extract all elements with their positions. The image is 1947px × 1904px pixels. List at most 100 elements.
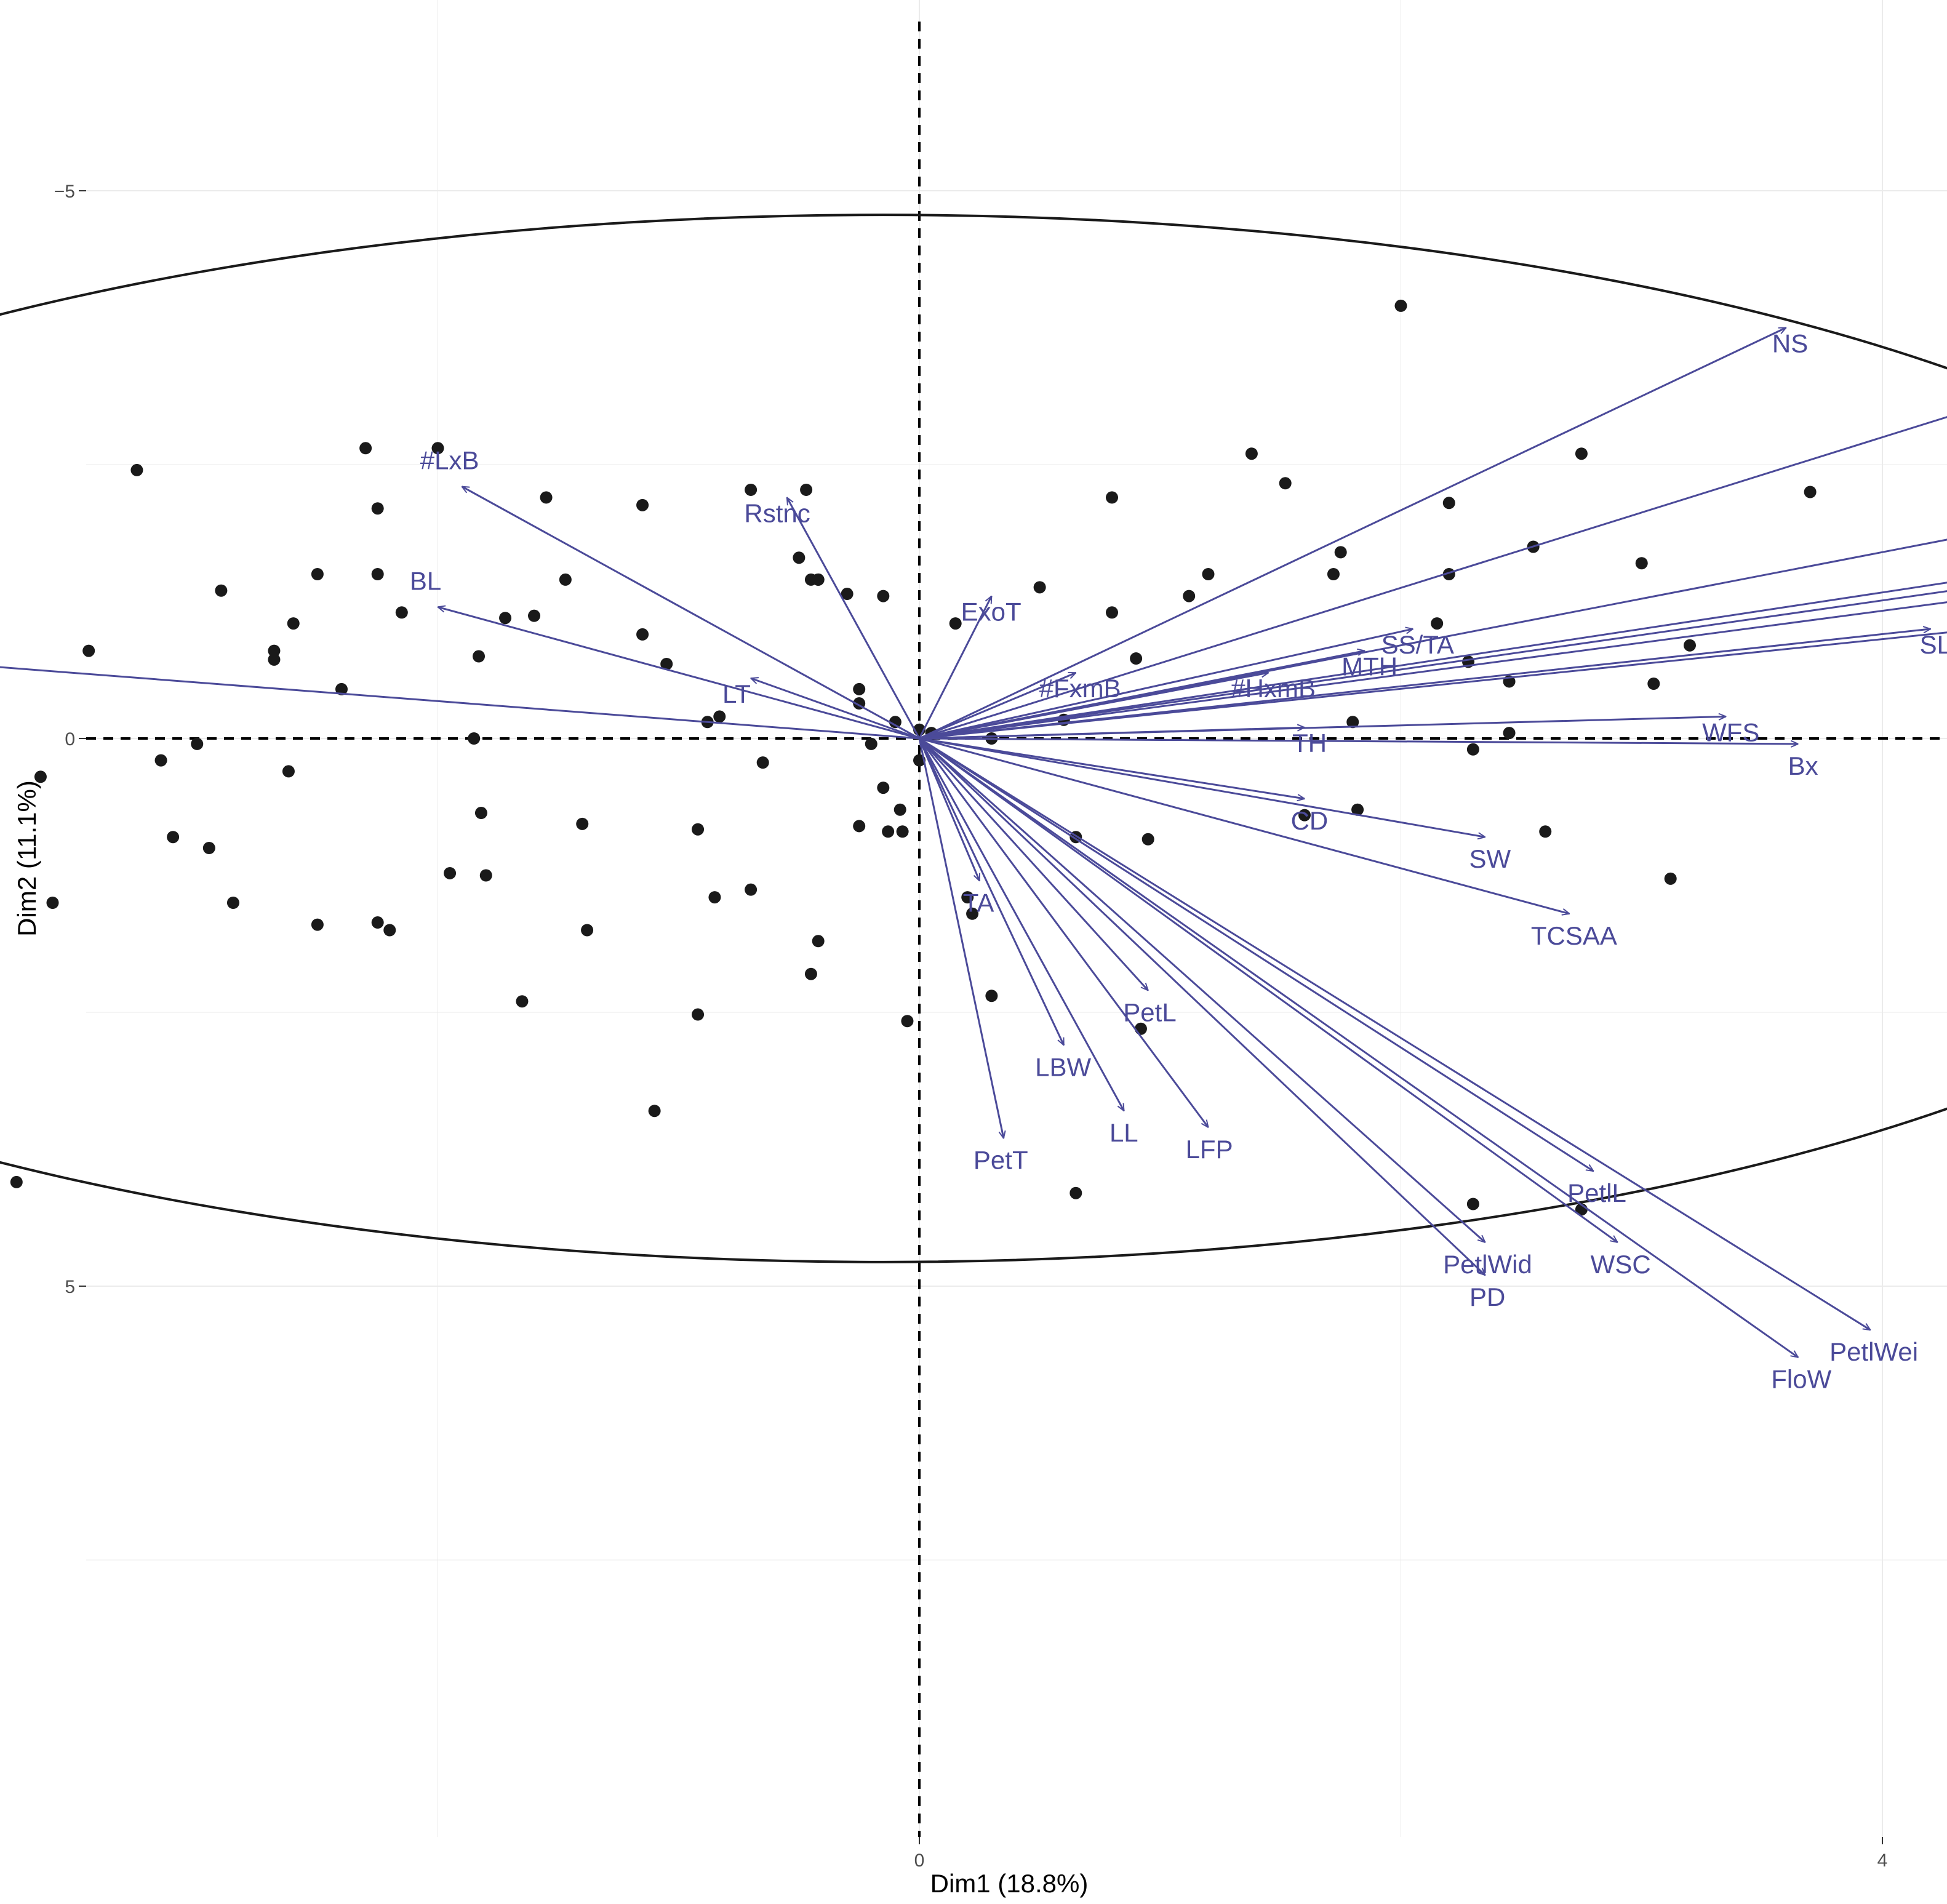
variable-label: BL xyxy=(410,566,441,595)
variable-label: PetlL xyxy=(1567,1178,1626,1207)
data-point xyxy=(745,483,758,496)
data-point xyxy=(1279,477,1292,490)
data-point xyxy=(1431,617,1444,630)
variable-label: PetlWei xyxy=(1829,1337,1918,1366)
data-point xyxy=(877,590,890,602)
data-point xyxy=(1503,727,1516,740)
data-point xyxy=(877,782,890,794)
data-point xyxy=(896,825,909,838)
data-point xyxy=(1346,716,1359,729)
variable-arrows xyxy=(0,327,1947,1358)
data-point xyxy=(268,644,281,657)
x-tick-label: 0 xyxy=(914,1850,925,1871)
data-point xyxy=(648,1105,661,1118)
data-point xyxy=(1442,497,1455,510)
data-point xyxy=(1334,546,1347,559)
variable-arrow xyxy=(751,678,920,740)
data-point xyxy=(800,483,813,496)
data-point xyxy=(474,807,487,820)
data-point xyxy=(395,606,408,619)
variable-arrow xyxy=(919,582,1947,740)
variable-label: TH xyxy=(1292,729,1327,758)
variable-arrow xyxy=(919,673,1268,740)
variable-arrow xyxy=(0,666,920,740)
data-point xyxy=(516,995,529,1008)
data-point xyxy=(1575,447,1588,460)
variable-label: CD xyxy=(1291,806,1329,835)
variable-label: LFP xyxy=(1186,1135,1233,1164)
variable-arrow xyxy=(919,737,1798,1358)
data-point xyxy=(812,935,825,948)
data-point xyxy=(1327,568,1340,580)
data-point xyxy=(311,918,324,931)
data-point xyxy=(853,820,866,833)
individual-points xyxy=(10,299,1817,1216)
data-point xyxy=(226,897,239,909)
data-point xyxy=(130,463,143,476)
data-point xyxy=(889,716,902,729)
data-point xyxy=(191,737,204,750)
variable-arrow xyxy=(918,738,1209,1127)
data-point xyxy=(636,498,649,511)
data-point xyxy=(1804,486,1817,498)
circle-of-correlation xyxy=(0,214,1947,1263)
data-point xyxy=(985,990,998,1002)
data-point xyxy=(473,650,486,663)
variable-labels: NSTSWxFExoWFruDFruLFruWeiPulWeiSLSS/TAMT… xyxy=(410,329,1947,1394)
data-point xyxy=(1466,743,1479,756)
data-point xyxy=(1202,568,1215,580)
variable-label: TCSAA xyxy=(1531,921,1617,950)
variable-label: PetT xyxy=(974,1146,1028,1175)
data-point xyxy=(335,682,348,695)
data-point xyxy=(559,573,572,586)
variable-label: TA xyxy=(963,888,994,917)
variable-label: NS xyxy=(1772,329,1808,358)
variable-arrow xyxy=(918,596,993,739)
variable-label: FloW xyxy=(1771,1365,1831,1394)
variable-arrow xyxy=(918,738,1004,1138)
data-point xyxy=(636,628,649,641)
data-point xyxy=(1245,447,1258,460)
variable-arrow xyxy=(919,601,1947,740)
variable-arrow xyxy=(438,607,920,740)
data-point xyxy=(745,883,758,896)
variable-arrow xyxy=(919,737,1618,1242)
variable-arrow xyxy=(919,737,1798,744)
y-tick-label: −5 xyxy=(54,182,75,202)
data-point xyxy=(949,617,962,630)
variable-label: Bx xyxy=(1788,751,1818,780)
data-point xyxy=(1106,606,1118,619)
data-point xyxy=(1130,652,1143,665)
variable-label: SW xyxy=(1469,844,1511,873)
variable-arrow xyxy=(918,738,981,881)
variable-arrow xyxy=(786,497,921,739)
data-point xyxy=(692,1008,705,1021)
variable-label: PD xyxy=(1469,1282,1505,1311)
data-point xyxy=(371,568,384,580)
data-point xyxy=(1466,1198,1479,1210)
data-point xyxy=(804,967,817,980)
variable-label: ExoT xyxy=(961,598,1021,626)
data-point xyxy=(499,612,512,625)
variable-label: WFS xyxy=(1702,718,1759,746)
variable-arrow xyxy=(919,737,1870,1331)
data-point xyxy=(82,644,95,657)
data-point xyxy=(444,866,457,879)
data-point xyxy=(966,907,979,920)
data-point xyxy=(841,588,854,601)
data-point xyxy=(282,765,295,778)
variable-arrow xyxy=(919,737,1305,799)
data-point xyxy=(961,891,974,904)
data-point xyxy=(812,573,825,586)
variable-arrow xyxy=(919,737,1485,837)
data-point xyxy=(46,897,59,909)
variable-label: PetlWid xyxy=(1443,1250,1532,1279)
data-point xyxy=(540,491,553,504)
data-point xyxy=(371,916,384,929)
data-point xyxy=(708,891,721,904)
data-point xyxy=(756,756,769,769)
data-point xyxy=(1394,299,1407,312)
data-point xyxy=(311,568,324,580)
